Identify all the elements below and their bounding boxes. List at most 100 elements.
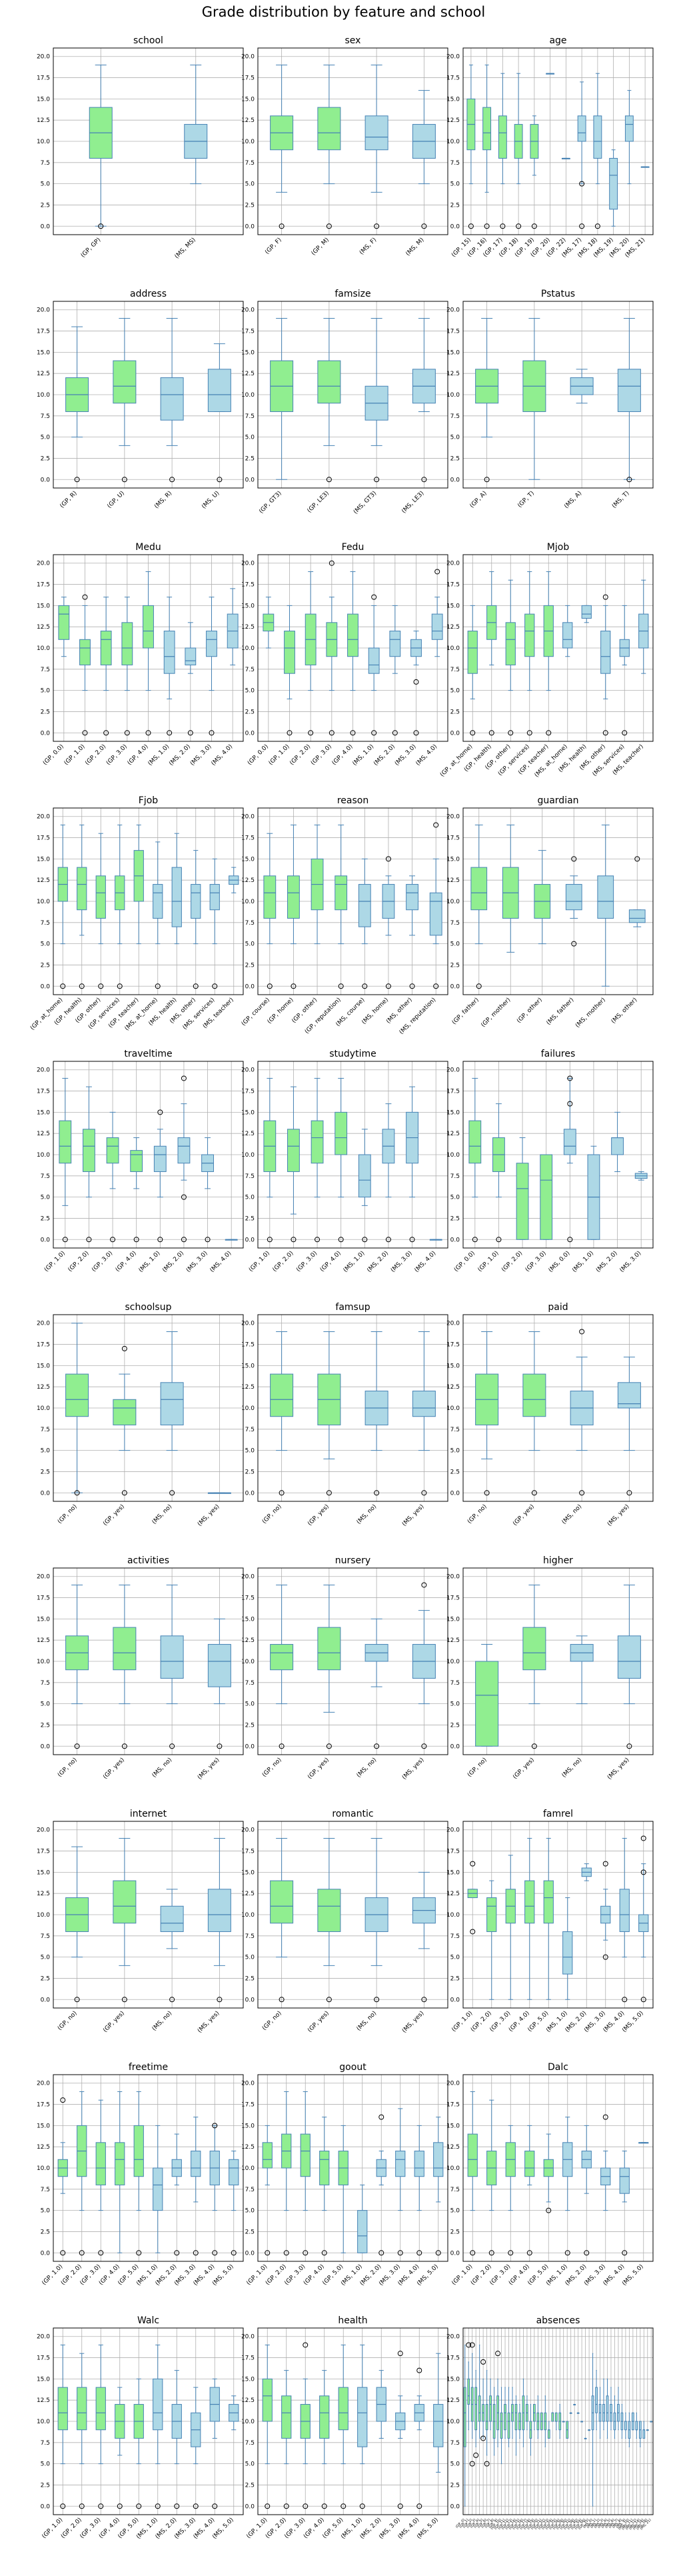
flier-point <box>516 223 522 229</box>
y-tick-label: 20.0 <box>446 1067 460 1074</box>
y-tick-label: 15.0 <box>37 1363 50 1369</box>
flier-point <box>484 223 490 229</box>
x-tick-label: (MS, no) <box>151 1503 174 1526</box>
box <box>311 1120 324 1164</box>
y-tick-label: 12.5 <box>446 624 460 631</box>
box <box>160 1382 184 1425</box>
y-tick-label: 5.0 <box>245 941 255 948</box>
box <box>338 2387 348 2431</box>
x-tick-label: (GP, yes) <box>102 1757 126 1781</box>
x-tick-label: (GP, 4.0) <box>331 743 354 767</box>
flier-point <box>174 2250 180 2256</box>
x-tick-label: (GP, 1.0) <box>248 1250 271 1273</box>
y-tick-label: 7.5 <box>245 1427 255 1433</box>
box <box>516 1163 529 1240</box>
y-tick-label: 12.5 <box>241 877 255 884</box>
flier-point <box>303 2342 309 2348</box>
y-tick-label: 5.0 <box>450 2461 460 2468</box>
boxplot-health: health0.02.55.07.510.012.515.017.520.0(G… <box>241 2315 448 2541</box>
x-tick-label: (GP, 2.0) <box>272 1250 295 1273</box>
flier-point <box>362 1237 368 1243</box>
flier-point <box>476 983 482 989</box>
flier-point <box>79 2503 85 2509</box>
box <box>474 2387 478 2431</box>
y-tick-label: 15.0 <box>37 2123 50 2129</box>
flier-point <box>303 2250 309 2256</box>
box <box>207 1889 231 1932</box>
box <box>551 2412 554 2422</box>
x-tick-label: (MS, 2.0) <box>366 1250 390 1274</box>
x-tick-label: (MS, no) <box>356 2010 378 2033</box>
flier-point <box>622 730 628 736</box>
y-tick-label: 2.5 <box>245 1215 255 1222</box>
y-tick-label: 7.5 <box>41 2440 50 2447</box>
flier-point <box>413 679 419 685</box>
flier-point <box>60 2503 66 2509</box>
y-tick-label: 7.5 <box>41 920 50 927</box>
y-tick-label: 0.0 <box>450 730 460 737</box>
flier-point <box>374 477 380 483</box>
box <box>160 1905 184 1932</box>
axes-frame <box>53 2074 244 2262</box>
y-tick-label: 0.0 <box>450 983 460 990</box>
y-tick-label: 17.5 <box>241 329 255 335</box>
box <box>335 1111 348 1155</box>
x-tick-label: (MS, yes) <box>401 1503 426 1528</box>
y-tick-label: 20.0 <box>241 814 255 821</box>
flier-point <box>155 2503 161 2509</box>
x-tick-label: (GP, no) <box>57 1757 79 1779</box>
flier-point <box>193 983 199 989</box>
y-tick-label: 2.5 <box>245 962 255 969</box>
flier-point <box>169 1997 175 2003</box>
flier-point <box>564 2250 570 2256</box>
x-tick-label: (MS, LE3) <box>400 490 425 515</box>
flier-point <box>571 941 577 947</box>
boxplot-Walc: Walc0.02.55.07.510.012.515.017.520.0(GP,… <box>37 2315 244 2541</box>
y-tick-label: 17.5 <box>37 1342 50 1349</box>
flier-point <box>374 1997 380 2003</box>
box <box>317 107 341 151</box>
y-tick-label: 15.0 <box>446 603 460 609</box>
y-tick-label: 20.0 <box>37 561 50 567</box>
flier-point <box>622 2250 628 2256</box>
y-tick-label: 12.5 <box>446 1891 460 1897</box>
y-tick-label: 2.5 <box>41 1469 50 1475</box>
boxplot-sex: sex 0.0 2.5 5.0 7.5 10.0 12.5 15.0 17.5 20.0 (GP, … <box>241 35 448 257</box>
boxplot-freetime: freetime 0.0 2.5 5.0 7.5 10.0 12.5 15.0 17.5 20.0… <box>37 2062 244 2287</box>
panel-title: romantic <box>332 1809 373 1819</box>
flier-point <box>98 983 104 989</box>
flier-point <box>362 983 368 989</box>
y-tick-label: 10.0 <box>241 1152 255 1159</box>
y-tick-label: 15.0 <box>446 96 460 103</box>
box <box>524 613 535 657</box>
x-tick-label: (MS, at_home) <box>124 997 159 1032</box>
y-tick-label: 10.0 <box>446 1912 460 1919</box>
box <box>57 2387 68 2431</box>
axes-frame <box>53 554 244 742</box>
box <box>467 2378 470 2405</box>
y-tick-label: 0.0 <box>41 1490 51 1497</box>
x-tick-label: (GP, A) <box>469 490 488 509</box>
box <box>300 2133 311 2177</box>
x-tick-label: (MS, 3.0) <box>394 743 418 767</box>
box <box>609 157 618 210</box>
y-tick-label: 15.0 <box>37 1869 50 1876</box>
box <box>113 1399 137 1425</box>
y-tick-label: 15.0 <box>241 603 255 609</box>
y-tick-label: 7.5 <box>41 2187 50 2193</box>
box <box>100 631 112 665</box>
axes-frame <box>257 1061 448 1249</box>
y-tick-label: 10.0 <box>37 899 50 905</box>
x-tick-label: (MS, no) <box>151 1757 174 1779</box>
box <box>113 1880 137 1924</box>
flier-point <box>472 1237 478 1243</box>
flier-point <box>329 730 335 736</box>
flier-point <box>157 1237 163 1243</box>
y-tick-label: 5.0 <box>41 2208 51 2215</box>
box <box>317 1627 341 1671</box>
flier-point <box>326 1743 332 1749</box>
panel-sex: sex 0.0 2.5 5.0 7.5 10.0 12.5 15.0 17.5 20.0 (GP, … <box>225 33 454 296</box>
x-tick-label: (MS, 2.0) <box>168 743 192 767</box>
x-tick-label: (GP, yes) <box>307 1503 331 1527</box>
y-tick-label: 10.0 <box>446 1152 460 1159</box>
